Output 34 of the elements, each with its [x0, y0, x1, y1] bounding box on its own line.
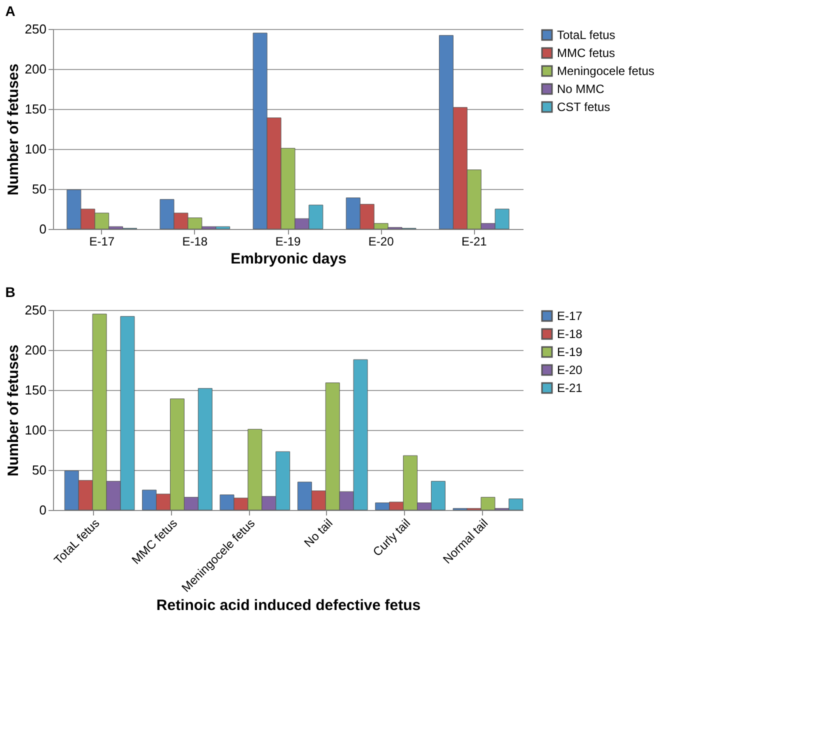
y-tick-label: 150 [24, 102, 46, 116]
legend-label: E-19 [557, 345, 583, 359]
y-tick-label: 100 [24, 422, 46, 438]
x-tick-label: No tail [301, 516, 336, 550]
y-tick-label: 150 [24, 382, 46, 398]
y-tick-label: 50 [32, 462, 46, 478]
x-tick-label: E-18 [182, 234, 208, 248]
legend-label: No MMC [557, 82, 605, 96]
y-tick-label: 50 [32, 182, 46, 196]
legend-label: CST fetus [557, 100, 610, 114]
y-tick-label: 0 [39, 222, 46, 236]
x-axis-title: Embryonic days [230, 250, 346, 268]
x-tick-label: E-17 [89, 234, 115, 248]
legend-label: MMC fetus [557, 46, 616, 60]
y-axis-title: Number of fetuses [4, 64, 22, 196]
x-tick-label: E-21 [461, 234, 488, 248]
y-tick-label: 250 [24, 302, 46, 318]
x-tick-label: E-20 [368, 234, 394, 248]
legend-label: TotaL fetus [557, 28, 616, 42]
legend-label: E-20 [557, 363, 583, 377]
x-axis-title: Retinoic acid induced defective fetus [156, 597, 421, 614]
legend-label: Meningocele fetus [557, 64, 654, 78]
chart-title: B [5, 284, 16, 300]
y-tick-label: 200 [24, 342, 46, 358]
y-tick-label: 0 [39, 502, 46, 518]
y-tick-label: 250 [24, 22, 46, 36]
legend-label: E-21 [557, 381, 583, 395]
y-tick-label: 100 [24, 142, 46, 156]
chart-title: A [5, 3, 16, 19]
x-tick-label: E-19 [275, 234, 301, 248]
legend-label: E-17 [557, 309, 583, 323]
legend-label: E-18 [557, 327, 583, 341]
y-axis-title: Number of fetuses [4, 344, 22, 476]
y-tick-label: 200 [24, 62, 46, 76]
